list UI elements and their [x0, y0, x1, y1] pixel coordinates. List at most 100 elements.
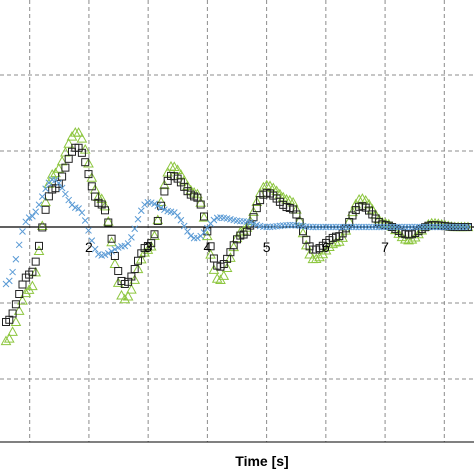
data-point-triangle: [3, 333, 15, 343]
data-point-triangle: [106, 236, 117, 247]
data-point-x: [81, 217, 89, 224]
x-marker-stroke: [101, 251, 109, 259]
data-point-triangle: [0, 335, 12, 346]
x-marker-stroke: [65, 196, 73, 204]
x-marker-stroke: [104, 249, 112, 257]
data-point-square: [31, 257, 40, 266]
data-point-x: [184, 228, 191, 235]
data-point-triangle: [119, 293, 131, 304]
x-marker-stroke: [220, 214, 228, 222]
data-point-x: [121, 242, 129, 250]
x-marker-stroke: [230, 216, 238, 224]
x-marker-stroke: [88, 237, 96, 244]
data-point-x: [157, 204, 165, 212]
data-point-x: [75, 205, 82, 212]
data-point-square: [77, 148, 86, 157]
x-marker-stroke: [309, 223, 317, 231]
data-point-x: [154, 202, 162, 210]
data-point-x: [111, 245, 119, 253]
data-point-square: [147, 239, 156, 248]
data-point-x: [180, 222, 188, 230]
data-point-square: [104, 218, 113, 227]
x-marker-stroke: [78, 209, 86, 217]
x-marker-stroke: [137, 207, 145, 215]
data-point-x: [32, 208, 40, 216]
data-point-x: [137, 207, 145, 215]
data-point-square: [130, 265, 139, 274]
x-marker-stroke: [299, 222, 307, 230]
data-point-x: [108, 248, 115, 255]
data-point-triangle: [304, 248, 315, 259]
data-point-triangle: [20, 287, 32, 298]
data-point-x: [78, 209, 86, 217]
x-tick-label: 6: [322, 239, 330, 255]
data-point-x: [29, 212, 36, 220]
data-point-square: [114, 267, 123, 276]
x-marker-stroke: [35, 201, 43, 209]
x-marker-stroke: [200, 229, 208, 236]
x-marker-stroke: [5, 277, 13, 285]
data-point-square: [252, 204, 261, 213]
data-point-triangle: [155, 196, 167, 207]
x-marker-stroke: [19, 228, 26, 235]
data-point-x: [174, 212, 181, 219]
x-marker-stroke: [302, 223, 310, 230]
data-point-x: [151, 200, 158, 208]
data-point-x: [5, 277, 13, 285]
data-point-square: [249, 213, 258, 222]
x-tick-label: 2: [85, 239, 93, 255]
x-marker-stroke: [203, 224, 211, 232]
x-marker-stroke: [108, 248, 115, 255]
data-point-triangle: [112, 277, 124, 287]
x-marker-stroke: [81, 217, 89, 224]
data-point-triangle: [152, 214, 164, 225]
x-marker-stroke: [256, 222, 264, 230]
data-point-x: [200, 229, 208, 236]
data-point-triangle: [294, 214, 306, 225]
data-point-triangle: [73, 127, 84, 137]
x-marker-stroke: [22, 218, 30, 226]
data-point-square: [35, 241, 43, 250]
data-point-square: [299, 227, 307, 236]
x-marker-stroke: [29, 212, 36, 220]
data-point-square: [15, 290, 24, 299]
data-marks: [0, 127, 474, 346]
x-marker-stroke: [174, 212, 181, 219]
x-marker-stroke: [240, 217, 247, 225]
data-point-x: [464, 223, 472, 231]
data-point-triangle: [198, 212, 210, 222]
data-point-triangle: [40, 196, 51, 207]
data-point-square: [153, 216, 162, 225]
x-marker-stroke: [141, 201, 148, 209]
tick-labels: 2 3 4 5 6 7: [85, 239, 389, 255]
data-point-square: [38, 223, 47, 232]
data-point-triangle: [122, 290, 134, 301]
x-marker-stroke: [147, 199, 155, 207]
x-marker-stroke: [12, 255, 20, 263]
x-tick-label: 3: [144, 239, 152, 255]
data-point-triangle: [314, 251, 325, 262]
data-point-triangle: [17, 294, 28, 305]
data-point-x: [38, 193, 46, 200]
data-point-x: [141, 201, 148, 209]
data-point-square: [28, 267, 37, 276]
x-marker-stroke: [48, 176, 56, 184]
data-point-x: [134, 215, 142, 223]
x-marker-stroke: [38, 193, 46, 200]
data-point-x: [101, 251, 109, 259]
data-point-x: [22, 218, 30, 226]
data-point-square: [200, 212, 208, 221]
data-point-x: [104, 249, 112, 257]
data-point-triangle: [30, 266, 42, 277]
data-point-triangle: [36, 220, 48, 231]
x-marker-stroke: [134, 215, 142, 223]
data-point-triangle: [13, 305, 25, 315]
x-marker-stroke: [289, 221, 297, 229]
x-marker-stroke: [151, 200, 158, 208]
data-point-triangle: [102, 216, 114, 226]
x-marker-stroke: [236, 217, 244, 225]
data-point-square: [101, 206, 109, 215]
data-point-triangle: [116, 289, 127, 300]
data-point-triangle: [330, 236, 342, 247]
data-point-triangle: [10, 316, 22, 326]
